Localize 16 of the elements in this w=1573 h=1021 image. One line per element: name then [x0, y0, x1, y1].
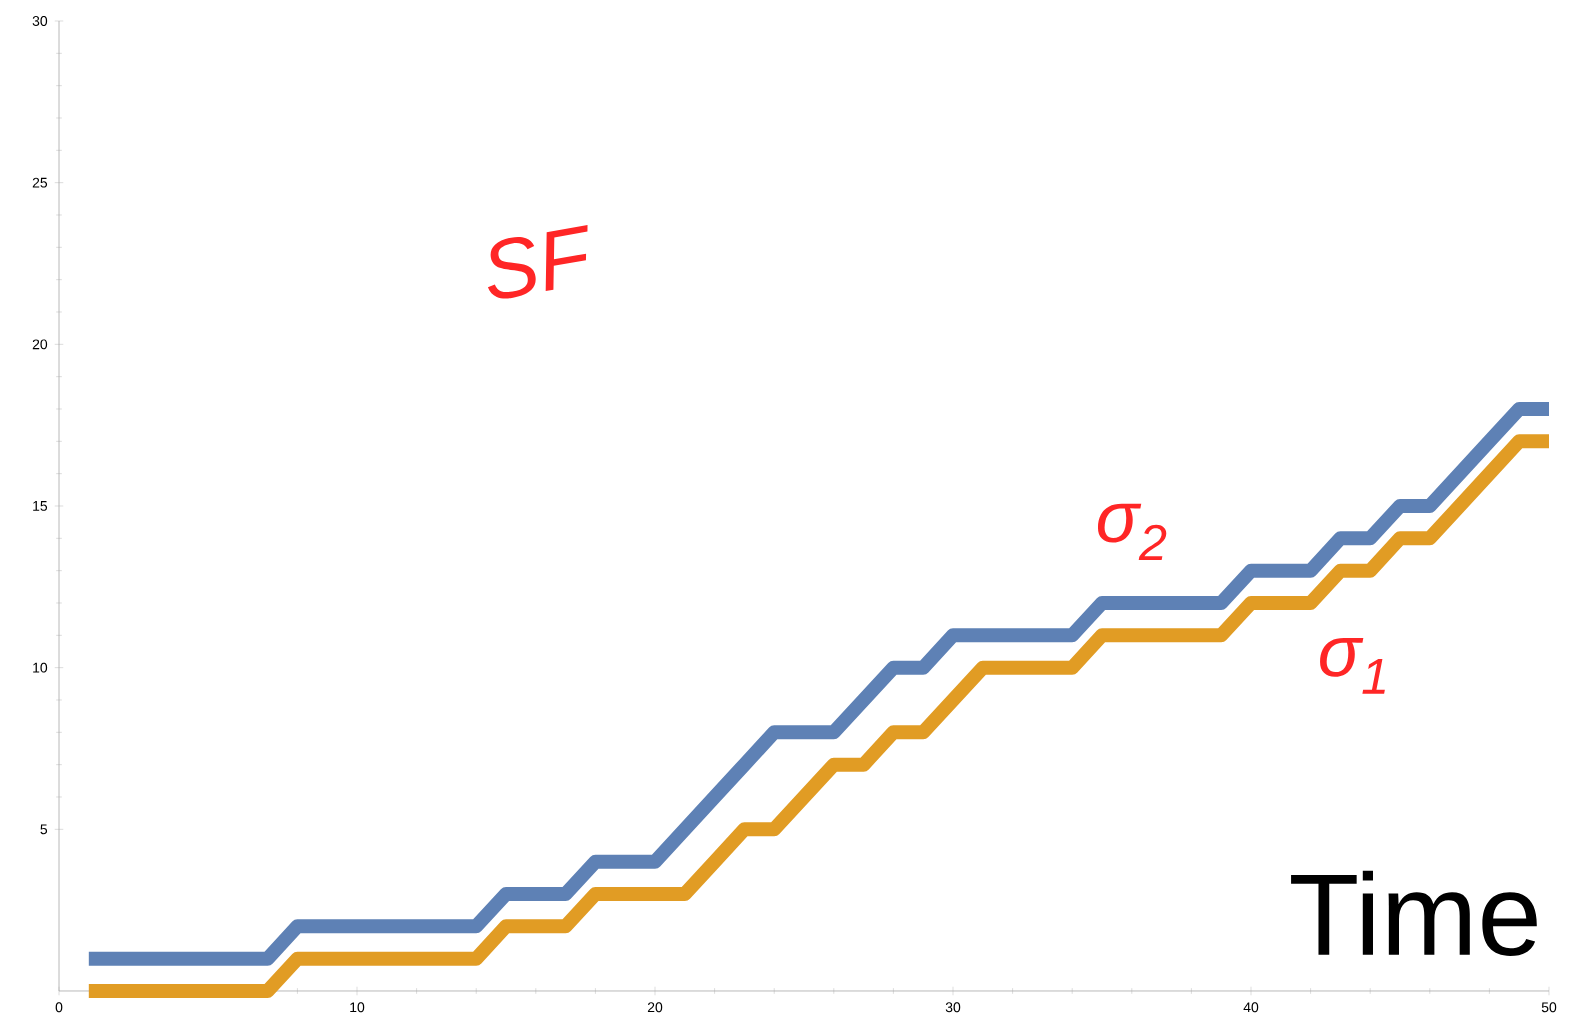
x-tick-label: 30 — [945, 1002, 961, 1013]
x-tick-label: 50 — [1541, 1002, 1557, 1013]
x-tick-label: 20 — [647, 1002, 663, 1013]
y-tick-label: 5 — [40, 824, 48, 835]
series-label: σ$_{1}$ — [1320, 638, 1385, 694]
x-axis-title: Time — [1291, 870, 1537, 956]
x-tick-label: 40 — [1243, 1002, 1259, 1013]
y-tick-label: 25 — [32, 177, 48, 188]
y-tick-label: 15 — [33, 501, 48, 511]
annotation: SF — [487, 225, 588, 299]
y-tick-label: 10 — [33, 662, 48, 673]
y-tick-label: 30 — [32, 16, 48, 26]
series-label: σ$_{2}$ — [1097, 503, 1167, 560]
y-tick-label: 20 — [32, 339, 48, 350]
x-tick-label: 0 — [55, 1002, 63, 1013]
x-tick-label: 10 — [350, 1002, 365, 1013]
